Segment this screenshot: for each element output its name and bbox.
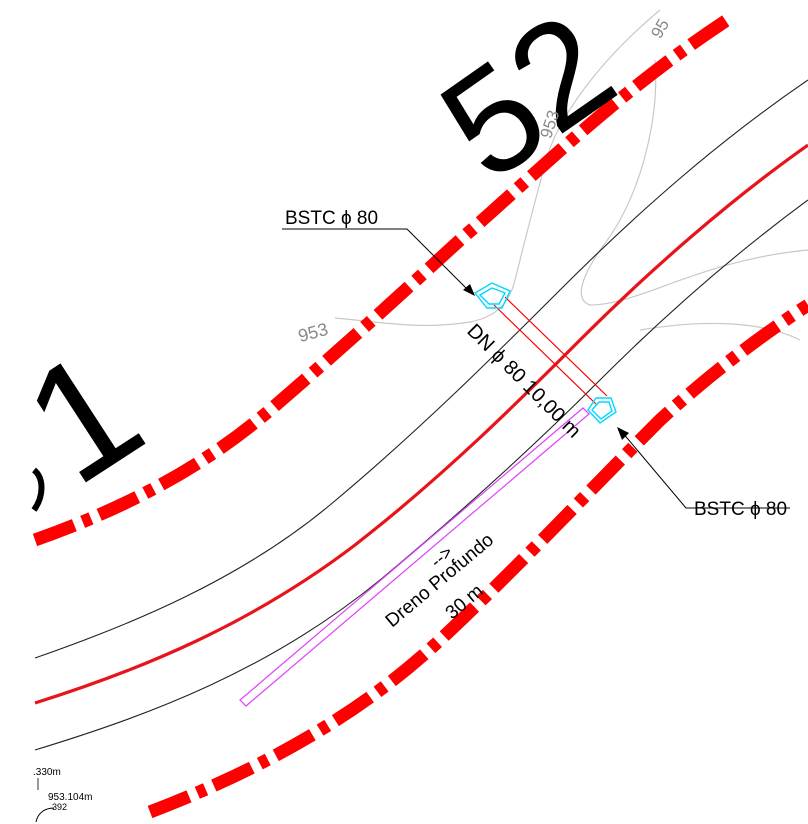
leader-bottom	[621, 431, 790, 509]
elevation-text-1: .330m	[33, 767, 61, 778]
row-edge-lower	[147, 299, 808, 819]
leader-bottom-arrowhead	[617, 427, 629, 440]
contour-line-right-b	[639, 322, 801, 341]
station-fragment	[31, 467, 45, 512]
headwall-bottom	[587, 397, 617, 424]
deep-drain	[239, 407, 590, 707]
culvert-label-top: BSTC ϕ 80	[285, 208, 378, 229]
station-label-52: 52	[413, 0, 642, 211]
pipe-label: DN ϕ 80 10,00 m	[462, 320, 585, 443]
leader-top-arrowhead	[463, 284, 475, 296]
elevation-text-3: 392	[52, 802, 67, 812]
right-of-way-lines	[32, 12, 808, 819]
row-edge-upper	[32, 12, 734, 547]
culvert-pipe	[493, 296, 608, 405]
pipe-line-a	[493, 304, 597, 405]
headwall-top	[473, 282, 511, 309]
road-edge-lower	[34, 199, 808, 751]
contour-label-left: 953	[296, 319, 330, 346]
contour-label-top: 95	[647, 16, 673, 42]
centerline	[34, 143, 808, 705]
pipe-line-b	[504, 296, 608, 397]
road-edge-upper	[34, 79, 808, 659]
culvert-label-right: BSTC ϕ 80	[694, 499, 787, 520]
contour-line-right-a	[580, 59, 808, 306]
elevation-text-2: 953.104m	[48, 792, 92, 803]
elevation-arc	[35, 807, 55, 823]
road-edge-lines	[34, 79, 808, 751]
leader-top	[282, 228, 471, 293]
